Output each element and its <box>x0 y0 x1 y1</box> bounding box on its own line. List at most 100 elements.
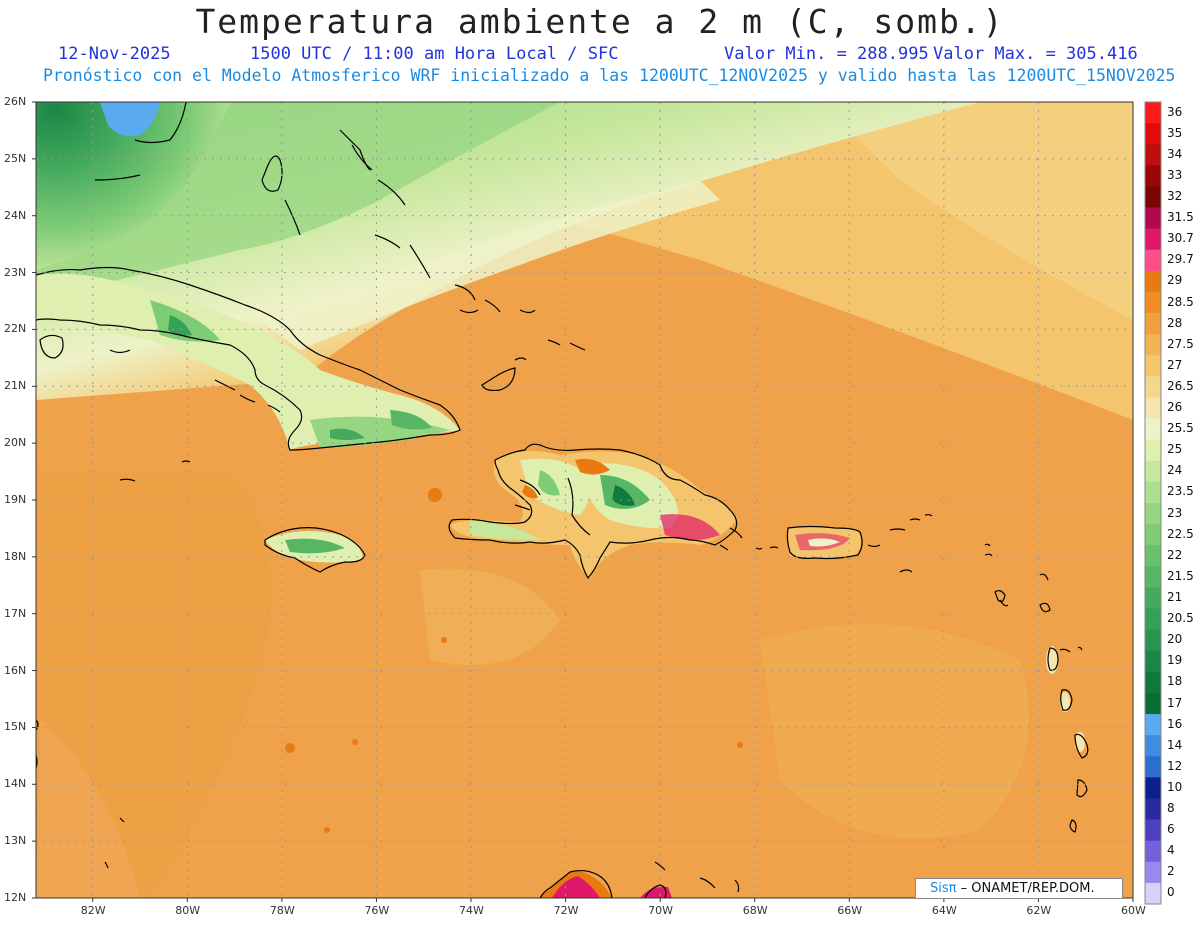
lon-tick-label: 68W <box>742 904 768 917</box>
max-value: Valor Max. = 305.416 <box>933 44 1138 64</box>
colorbar-swatch <box>1145 207 1161 230</box>
lat-tick-label: 23N <box>4 265 27 279</box>
colorbar-level-label: 4 <box>1167 843 1175 858</box>
colorbar-swatch <box>1145 334 1161 356</box>
lat-tick-label: 15N <box>4 720 27 734</box>
lat-tick-label: 17N <box>4 606 27 620</box>
colorbar-level-label: 25.5 <box>1167 421 1194 436</box>
temperature-colorbar <box>1144 101 1162 905</box>
colorbar-level-label: 29 <box>1167 273 1183 288</box>
colorbar-level-label: 24 <box>1167 463 1183 478</box>
lat-tick-label: 26N <box>4 95 27 108</box>
lon-tick-label: 80W <box>175 904 201 917</box>
colorbar-swatch <box>1145 735 1161 757</box>
colorbar-swatch <box>1145 165 1161 187</box>
colorbar-level-label: 33 <box>1167 167 1183 182</box>
colorbar-level-label: 34 <box>1167 146 1183 161</box>
credit-box: Sisπ – ONAMET/REP.DOM. <box>915 878 1123 899</box>
colorbar-level-label: 31.5 <box>1167 210 1194 225</box>
colorbar-level-label: 19 <box>1167 653 1183 668</box>
colorbar-level-label: 17 <box>1167 695 1183 710</box>
date-label: 12-Nov-2025 <box>58 44 171 64</box>
colorbar-level-label: 16 <box>1167 716 1183 731</box>
colorbar-level-label: 22 <box>1167 547 1183 562</box>
lon-tick-label: 72W <box>553 904 579 917</box>
forecast-info: Pronóstico con el Modelo Atmosferico WRF… <box>43 66 1176 85</box>
lon-tick-label: 78W <box>269 904 295 917</box>
colorbar-swatch <box>1145 566 1161 588</box>
colorbar-level-label: 21.5 <box>1167 568 1194 583</box>
colorbar-swatch <box>1145 714 1161 736</box>
colorbar-swatch <box>1145 503 1161 525</box>
lat-tick-label: 12N <box>4 891 27 904</box>
colorbar-level-label: 14 <box>1167 737 1183 752</box>
colorbar-swatch <box>1145 249 1161 272</box>
colorbar-swatch <box>1145 840 1161 863</box>
time-info: 1500 UTC / 11:00 am Hora Local / SFC <box>250 44 619 64</box>
colorbar-swatch <box>1145 545 1161 567</box>
colorbar-swatch <box>1145 376 1161 398</box>
colorbar-level-label: 29.7 <box>1167 252 1194 267</box>
lat-tick-label: 22N <box>4 322 27 336</box>
lon-tick-label: 82W <box>80 904 106 917</box>
colorbar-swatch <box>1145 460 1161 483</box>
coastlines <box>36 102 1089 898</box>
colorbar-swatch <box>1145 777 1161 799</box>
lon-tick-label: 66W <box>837 904 863 917</box>
colorbar-level-label: 6 <box>1167 822 1175 837</box>
colorbar-swatch <box>1145 798 1161 820</box>
colorbar-swatch <box>1145 270 1161 293</box>
colorbar-swatch <box>1145 524 1161 546</box>
colorbar-swatch <box>1145 861 1161 884</box>
colorbar-swatch <box>1145 481 1161 504</box>
colorbar-swatch <box>1145 313 1161 335</box>
colorbar-level-label: 27 <box>1167 357 1183 372</box>
colorbar-level-label: 28.5 <box>1167 294 1194 309</box>
colorbar-level-label: 35 <box>1167 125 1183 140</box>
colorbar-swatch <box>1145 397 1161 419</box>
colorbar-level-label: 2 <box>1167 864 1175 879</box>
lon-tick-label: 74W <box>459 904 484 917</box>
colorbar-swatch <box>1145 756 1161 778</box>
lat-tick-label: 18N <box>4 549 27 563</box>
colorbar-swatch <box>1145 123 1161 145</box>
colorbar-level-label: 0 <box>1167 885 1175 900</box>
lon-tick-label: 70W <box>648 904 674 917</box>
colorbar-swatch <box>1145 186 1161 208</box>
lat-tick-label: 20N <box>4 436 27 450</box>
colorbar-level-label: 20.5 <box>1167 611 1194 626</box>
colorbar-level-label: 8 <box>1167 801 1175 816</box>
temperature-field <box>36 102 1133 898</box>
colorbar-level-label: 32 <box>1167 188 1183 203</box>
colorbar-swatch <box>1145 418 1161 441</box>
map-title: Temperatura ambiente a 2 m (C, somb.) <box>195 2 1005 41</box>
lon-tick-label: 60W <box>1121 904 1146 917</box>
colorbar-swatch <box>1145 608 1161 631</box>
colorbar-swatch <box>1145 692 1161 715</box>
min-value: Valor Min. = 288.995 <box>724 44 929 64</box>
colorbar-swatch <box>1145 882 1161 905</box>
lon-tick-label: 76W <box>364 904 390 917</box>
lon-tick-label: 62W <box>1026 904 1052 917</box>
colorbar-level-label: 23.5 <box>1167 484 1194 499</box>
colorbar-swatch <box>1145 629 1161 652</box>
colorbar-level-label: 22.5 <box>1167 526 1194 541</box>
colorbar-swatch <box>1145 671 1161 694</box>
lat-tick-label: 13N <box>4 834 27 848</box>
colorbar-level-label: 27.5 <box>1167 336 1194 351</box>
colorbar-level-label: 36 <box>1167 104 1183 119</box>
colorbar-level-label: 18 <box>1167 674 1183 689</box>
lat-tick-label: 14N <box>4 777 27 791</box>
colorbar-swatch <box>1145 144 1161 166</box>
colorbar-level-label: 10 <box>1167 779 1183 794</box>
colorbar-swatch <box>1145 228 1161 251</box>
colorbar-swatch <box>1145 587 1161 609</box>
colorbar-level-label: 26 <box>1167 400 1183 415</box>
colorbar-frame <box>1144 101 1162 905</box>
lat-tick-label: 25N <box>4 151 27 165</box>
colorbar-level-label: 12 <box>1167 758 1183 773</box>
colorbar-level-label: 30.7 <box>1167 231 1194 246</box>
colorbar-swatch <box>1145 819 1161 842</box>
lat-tick-label: 16N <box>4 663 27 677</box>
lon-tick-label: 64W <box>931 904 957 917</box>
